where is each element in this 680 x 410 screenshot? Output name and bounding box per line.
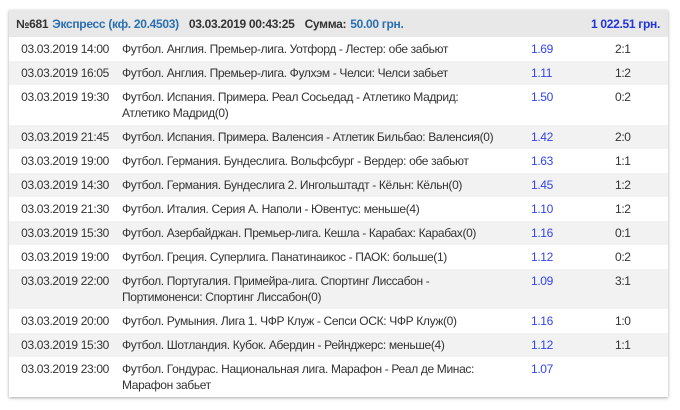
table-row: 03.03.2019 21:45 Футбол. Испания. Примера… bbox=[9, 125, 668, 149]
event-score: 0:1 bbox=[615, 226, 631, 240]
event-description: Футбол. Италия. Серия А. Наполи - Ювенту… bbox=[122, 202, 420, 216]
event-date: 03.03.2019 19:00 bbox=[21, 154, 109, 168]
event-description: Футбол. Германия. Бундеслига 2. Ингольшт… bbox=[122, 178, 463, 192]
event-score: 1:2 bbox=[615, 178, 631, 192]
bet-type-link[interactable]: Экспресс (кф. 20.4503) bbox=[52, 16, 179, 31]
event-odds: 1.16 bbox=[531, 226, 553, 240]
event-description: Футбол. Испания. Примера. Реал Сосьедад … bbox=[122, 90, 459, 120]
event-odds: 1.12 bbox=[531, 250, 553, 264]
event-score bbox=[615, 361, 655, 393]
event-date: 03.03.2019 14:30 bbox=[21, 178, 109, 192]
bet-datetime: 03.03.2019 00:43:25 bbox=[188, 16, 295, 31]
payout-value: 1 022.51 грн. bbox=[590, 16, 660, 31]
event-score: 2:0 bbox=[615, 130, 631, 144]
event-odds: 1.63 bbox=[531, 154, 553, 168]
table-row: 03.03.2019 21:30 Футбол. Италия. Серия А.… bbox=[9, 197, 668, 221]
table-row: 03.03.2019 23:00 Футбол. Гондурас. Национ… bbox=[9, 357, 668, 397]
event-odds: 1.09 bbox=[531, 274, 553, 288]
event-score: 2:1 bbox=[615, 42, 631, 56]
bet-header: №681 Экспресс (кф. 20.4503) 03.03.2019 0… bbox=[9, 10, 668, 37]
event-score: 1:2 bbox=[615, 202, 631, 216]
table-row: 03.03.2019 15:30 Футбол. Азербайджан. Пре… bbox=[9, 221, 668, 245]
event-odds: 1.16 bbox=[531, 314, 553, 328]
event-description: Футбол. Гондурас. Национальная лига. Мар… bbox=[122, 362, 475, 392]
event-score: 0:2 bbox=[615, 90, 631, 104]
event-odds: 1.50 bbox=[531, 90, 553, 104]
table-row: 03.03.2019 22:00 Футбол. Португалия. Прим… bbox=[9, 269, 668, 309]
event-date: 03.03.2019 16:05 bbox=[21, 66, 109, 80]
event-date: 03.03.2019 23:00 bbox=[21, 362, 109, 376]
event-score: 1:0 bbox=[615, 314, 631, 328]
event-score: 3:1 bbox=[615, 274, 631, 288]
table-row: 03.03.2019 14:30 Футбол. Германия. Бундес… bbox=[9, 173, 668, 197]
table-row: 03.03.2019 20:00 Футбол. Румыния. Лига 1.… bbox=[9, 309, 668, 333]
event-description: Футбол. Португалия. Примейра-лига. Спорт… bbox=[122, 274, 430, 304]
event-date: 03.03.2019 20:00 bbox=[21, 314, 109, 328]
event-score: 0:2 bbox=[615, 250, 631, 264]
table-row: 03.03.2019 14:00 Футбол. Англия. Премьер-… bbox=[9, 37, 668, 61]
events-table: 03.03.2019 14:00 Футбол. Англия. Премьер-… bbox=[9, 37, 668, 397]
event-odds: 1.11 bbox=[531, 66, 553, 80]
event-description: Футбол. Германия. Бундеслига. Вольфсбург… bbox=[122, 154, 469, 168]
event-odds: 1.42 bbox=[531, 130, 553, 144]
event-odds: 1.69 bbox=[531, 42, 553, 56]
event-date: 03.03.2019 22:00 bbox=[21, 274, 109, 288]
event-date: 03.03.2019 19:30 bbox=[21, 90, 109, 104]
bet-number: №681 bbox=[16, 16, 49, 31]
table-row: 03.03.2019 19:00 Футбол. Германия. Бундес… bbox=[9, 149, 668, 173]
event-date: 03.03.2019 21:30 bbox=[21, 202, 109, 216]
event-date: 03.03.2019 19:00 bbox=[21, 250, 109, 264]
event-description: Футбол. Англия. Премьер-лига. Фулхэм - Ч… bbox=[122, 66, 448, 80]
event-odds: 1.10 bbox=[531, 202, 553, 216]
sum-value: 50.00 грн. bbox=[350, 16, 404, 31]
event-description: Футбол. Греция. Суперлига. Панатинаикос … bbox=[122, 250, 447, 264]
table-row: 03.03.2019 16:05 Футбол. Англия. Премьер-… bbox=[9, 61, 668, 85]
table-row: 03.03.2019 19:00 Футбол. Греция. Суперлиг… bbox=[9, 245, 668, 269]
event-score: 1:2 bbox=[615, 66, 631, 80]
event-date: 03.03.2019 15:30 bbox=[21, 338, 109, 352]
event-odds: 1.07 bbox=[531, 362, 553, 376]
table-row: 03.03.2019 19:30 Футбол. Испания. Примера… bbox=[9, 85, 668, 125]
event-description: Футбол. Азербайджан. Премьер-лига. Кешла… bbox=[122, 226, 477, 240]
event-date: 03.03.2019 21:45 bbox=[21, 130, 109, 144]
event-odds: 1.45 bbox=[531, 178, 553, 192]
event-description: Футбол. Испания. Примера. Валенсия - Атл… bbox=[122, 130, 494, 144]
sum-label: Сумма: bbox=[304, 16, 347, 31]
event-score: 1:1 bbox=[615, 338, 631, 352]
event-date: 03.03.2019 15:30 bbox=[21, 226, 109, 240]
event-score: 1:1 bbox=[615, 154, 631, 168]
table-row: 03.03.2019 15:30 Футбол. Шотландия. Кубок… bbox=[9, 333, 668, 357]
event-description: Футбол. Шотландия. Кубок. Абердин - Рейн… bbox=[122, 338, 445, 352]
event-date: 03.03.2019 14:00 bbox=[21, 42, 109, 56]
bet-card: №681 Экспресс (кф. 20.4503) 03.03.2019 0… bbox=[9, 10, 668, 397]
event-description: Футбол. Румыния. Лига 1. ЧФР Клуж - Сепс… bbox=[122, 314, 457, 328]
event-description: Футбол. Англия. Премьер-лига. Уотфорд - … bbox=[122, 42, 449, 56]
event-odds: 1.12 bbox=[531, 338, 553, 352]
